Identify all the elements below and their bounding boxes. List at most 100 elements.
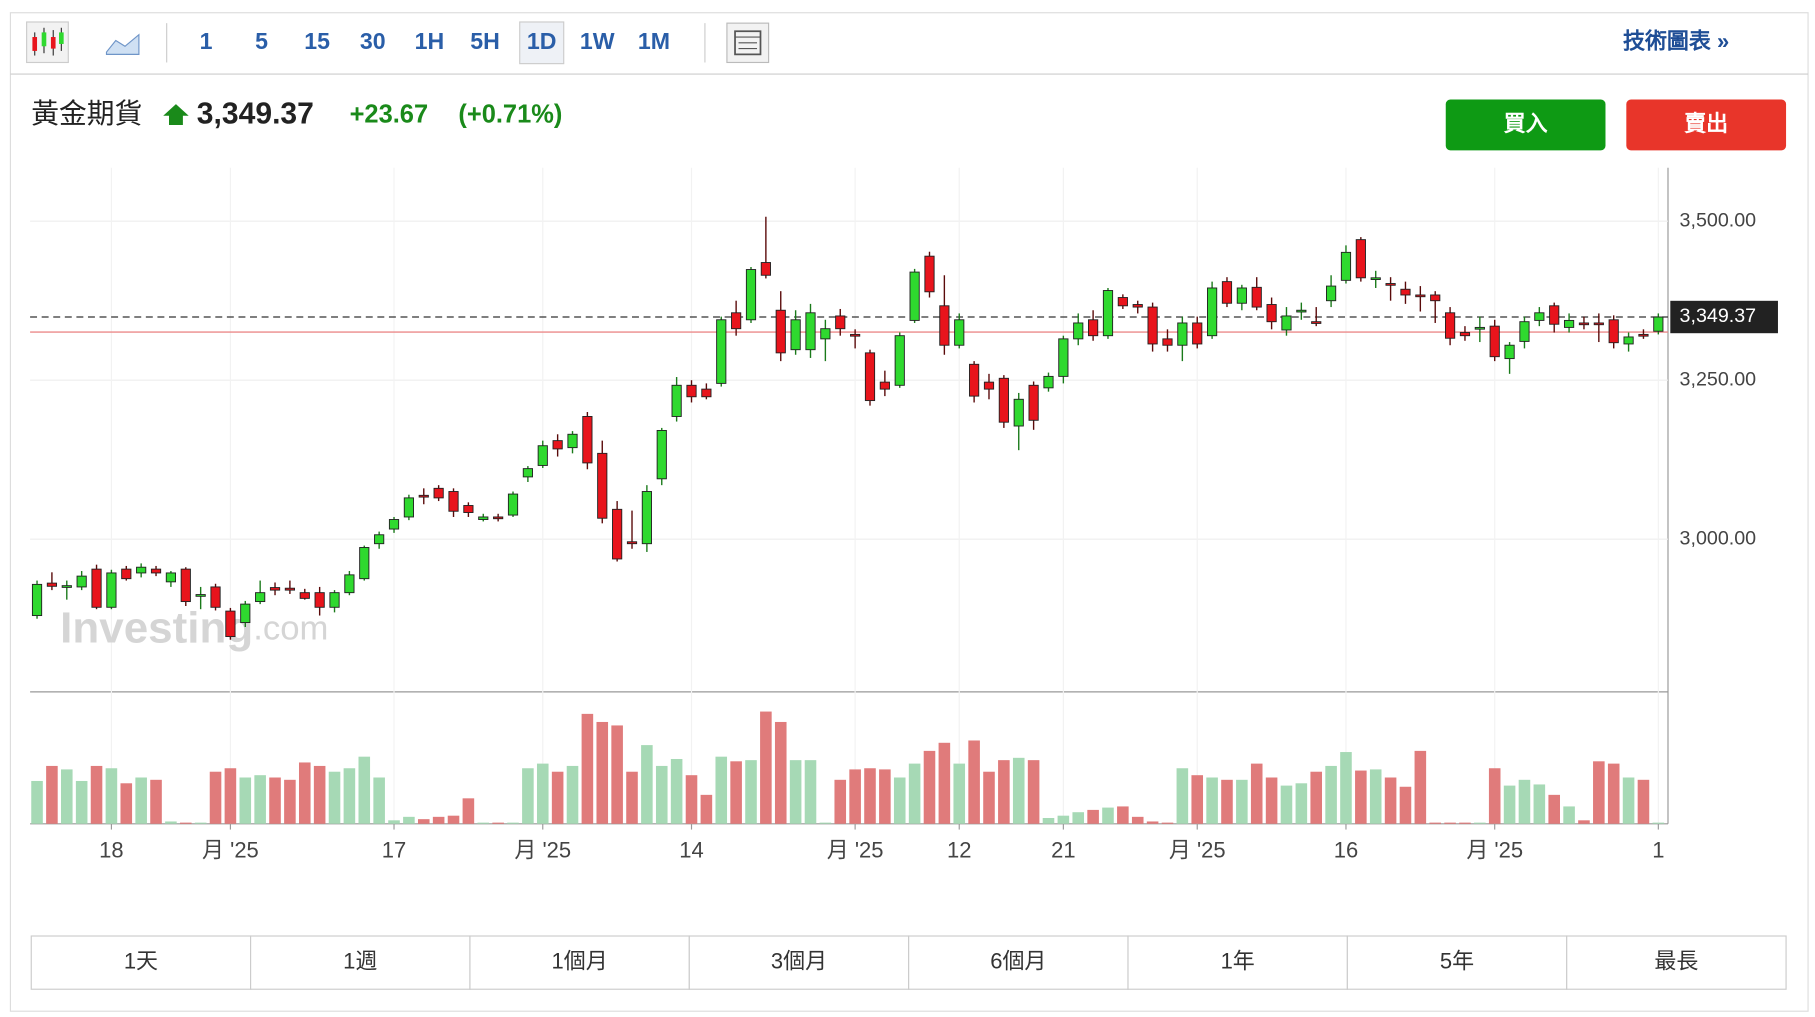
candle-body	[879, 381, 890, 390]
watermark: Investing.com	[60, 603, 328, 652]
volume-bar	[284, 779, 296, 824]
candle-body	[1623, 336, 1634, 345]
y-tick-label: 3,000.00	[1680, 527, 1757, 549]
candle-body	[626, 541, 638, 545]
candle-body	[820, 328, 831, 340]
volume-bar	[417, 819, 430, 824]
volume-bar	[998, 760, 1010, 824]
volume-bar	[209, 771, 222, 824]
volume-bar	[581, 713, 594, 824]
candle-body	[1236, 287, 1247, 304]
buy-button[interactable]	[1445, 99, 1606, 151]
volume-bar	[819, 822, 832, 824]
candle-body	[448, 491, 459, 512]
volume-bar	[611, 725, 623, 824]
volume-bar	[522, 768, 534, 824]
volume-bar	[596, 721, 609, 824]
volume-bar	[1548, 794, 1560, 824]
volume-bar	[31, 780, 43, 824]
candle-body	[1207, 287, 1218, 337]
candle-body	[1370, 277, 1381, 281]
range-label[interactable]: 1年	[1221, 948, 1255, 973]
candle-body	[433, 487, 444, 499]
candle-body	[805, 312, 816, 351]
candle-body	[1355, 239, 1366, 279]
volume-bar	[46, 765, 58, 824]
candle-body	[1088, 319, 1099, 337]
candle-body	[165, 572, 177, 583]
range-button[interactable]	[1566, 935, 1787, 990]
interval-button[interactable]: 5H	[470, 28, 500, 54]
range-label[interactable]: 1個月	[552, 948, 608, 973]
line-icon[interactable]	[105, 33, 140, 55]
interval-button[interactable]: 1D	[527, 28, 557, 54]
candle-body	[998, 377, 1009, 423]
candle-body	[1192, 322, 1203, 345]
range-label[interactable]: 最長	[1654, 948, 1698, 973]
range-button[interactable]	[1127, 935, 1348, 990]
interval-button[interactable]: 30	[360, 28, 386, 54]
sell-label[interactable]: 賣出	[1683, 111, 1728, 136]
volume-bar	[269, 777, 281, 824]
range-button[interactable]	[250, 935, 471, 990]
change: +23.67	[350, 100, 429, 128]
candle-icon[interactable]	[26, 21, 69, 64]
x-tick-label: 17	[382, 837, 406, 862]
volume-bar	[1057, 815, 1070, 824]
candle-body	[1489, 325, 1500, 358]
candle-body	[314, 592, 325, 608]
candle-body	[1638, 333, 1649, 337]
range-label[interactable]: 3個月	[771, 948, 827, 973]
interval-button[interactable]: 15	[304, 28, 330, 54]
x-tick-label: 月 '25	[1169, 837, 1226, 862]
candle-body	[1549, 305, 1560, 325]
volume-bar	[1161, 822, 1174, 824]
candle-body	[909, 271, 920, 321]
range-label[interactable]: 5年	[1440, 948, 1474, 973]
range-button[interactable]	[908, 935, 1129, 990]
volume-bar	[313, 765, 326, 824]
volume-bar	[1102, 807, 1114, 824]
candle-body	[582, 416, 593, 464]
buy-label[interactable]: 買入	[1504, 111, 1548, 136]
candle-body	[1593, 322, 1604, 326]
volume-bar	[1340, 752, 1352, 824]
interval-button[interactable]: 1W	[580, 28, 615, 54]
range-button[interactable]	[688, 935, 910, 990]
range-button[interactable]	[30, 935, 252, 990]
candle-body	[240, 603, 251, 624]
sell-button[interactable]	[1626, 99, 1787, 151]
candle-body	[31, 583, 43, 617]
volume-bar	[1042, 817, 1055, 824]
range-button[interactable]	[1346, 935, 1568, 990]
x-tick-label: 12	[947, 837, 971, 862]
technical-chart-link[interactable]: 技術圖表 »	[1623, 29, 1729, 54]
candle-body	[478, 516, 489, 520]
candle-body	[552, 440, 563, 450]
candle-body	[136, 566, 147, 574]
volume-bar	[1146, 821, 1159, 824]
interval-button[interactable]: 1M	[638, 28, 670, 54]
candle-body	[612, 508, 623, 560]
candle-body	[701, 388, 712, 398]
volume-bar	[403, 816, 415, 824]
interval-button[interactable]: 1	[200, 28, 213, 54]
interval-button[interactable]: 1H	[415, 28, 445, 54]
candle-body	[522, 468, 533, 478]
candle-body	[537, 445, 548, 466]
range-label[interactable]: 1天	[124, 948, 158, 973]
candle-body	[403, 497, 414, 518]
range-button[interactable]	[469, 935, 690, 990]
volume-bar	[1236, 779, 1248, 824]
range-label[interactable]: 1週	[343, 948, 377, 973]
interval-button[interactable]: 5	[255, 28, 268, 54]
volume-bar	[760, 711, 772, 824]
range-label[interactable]: 6個月	[990, 948, 1046, 973]
volume-bar	[1474, 822, 1486, 824]
layout-icon[interactable]	[726, 22, 770, 64]
x-tick-label: 21	[1051, 837, 1075, 862]
volume-bar	[715, 756, 728, 824]
candle-body	[983, 381, 995, 390]
volume-bar	[358, 756, 371, 824]
watermark-brand: Investing	[60, 603, 253, 652]
